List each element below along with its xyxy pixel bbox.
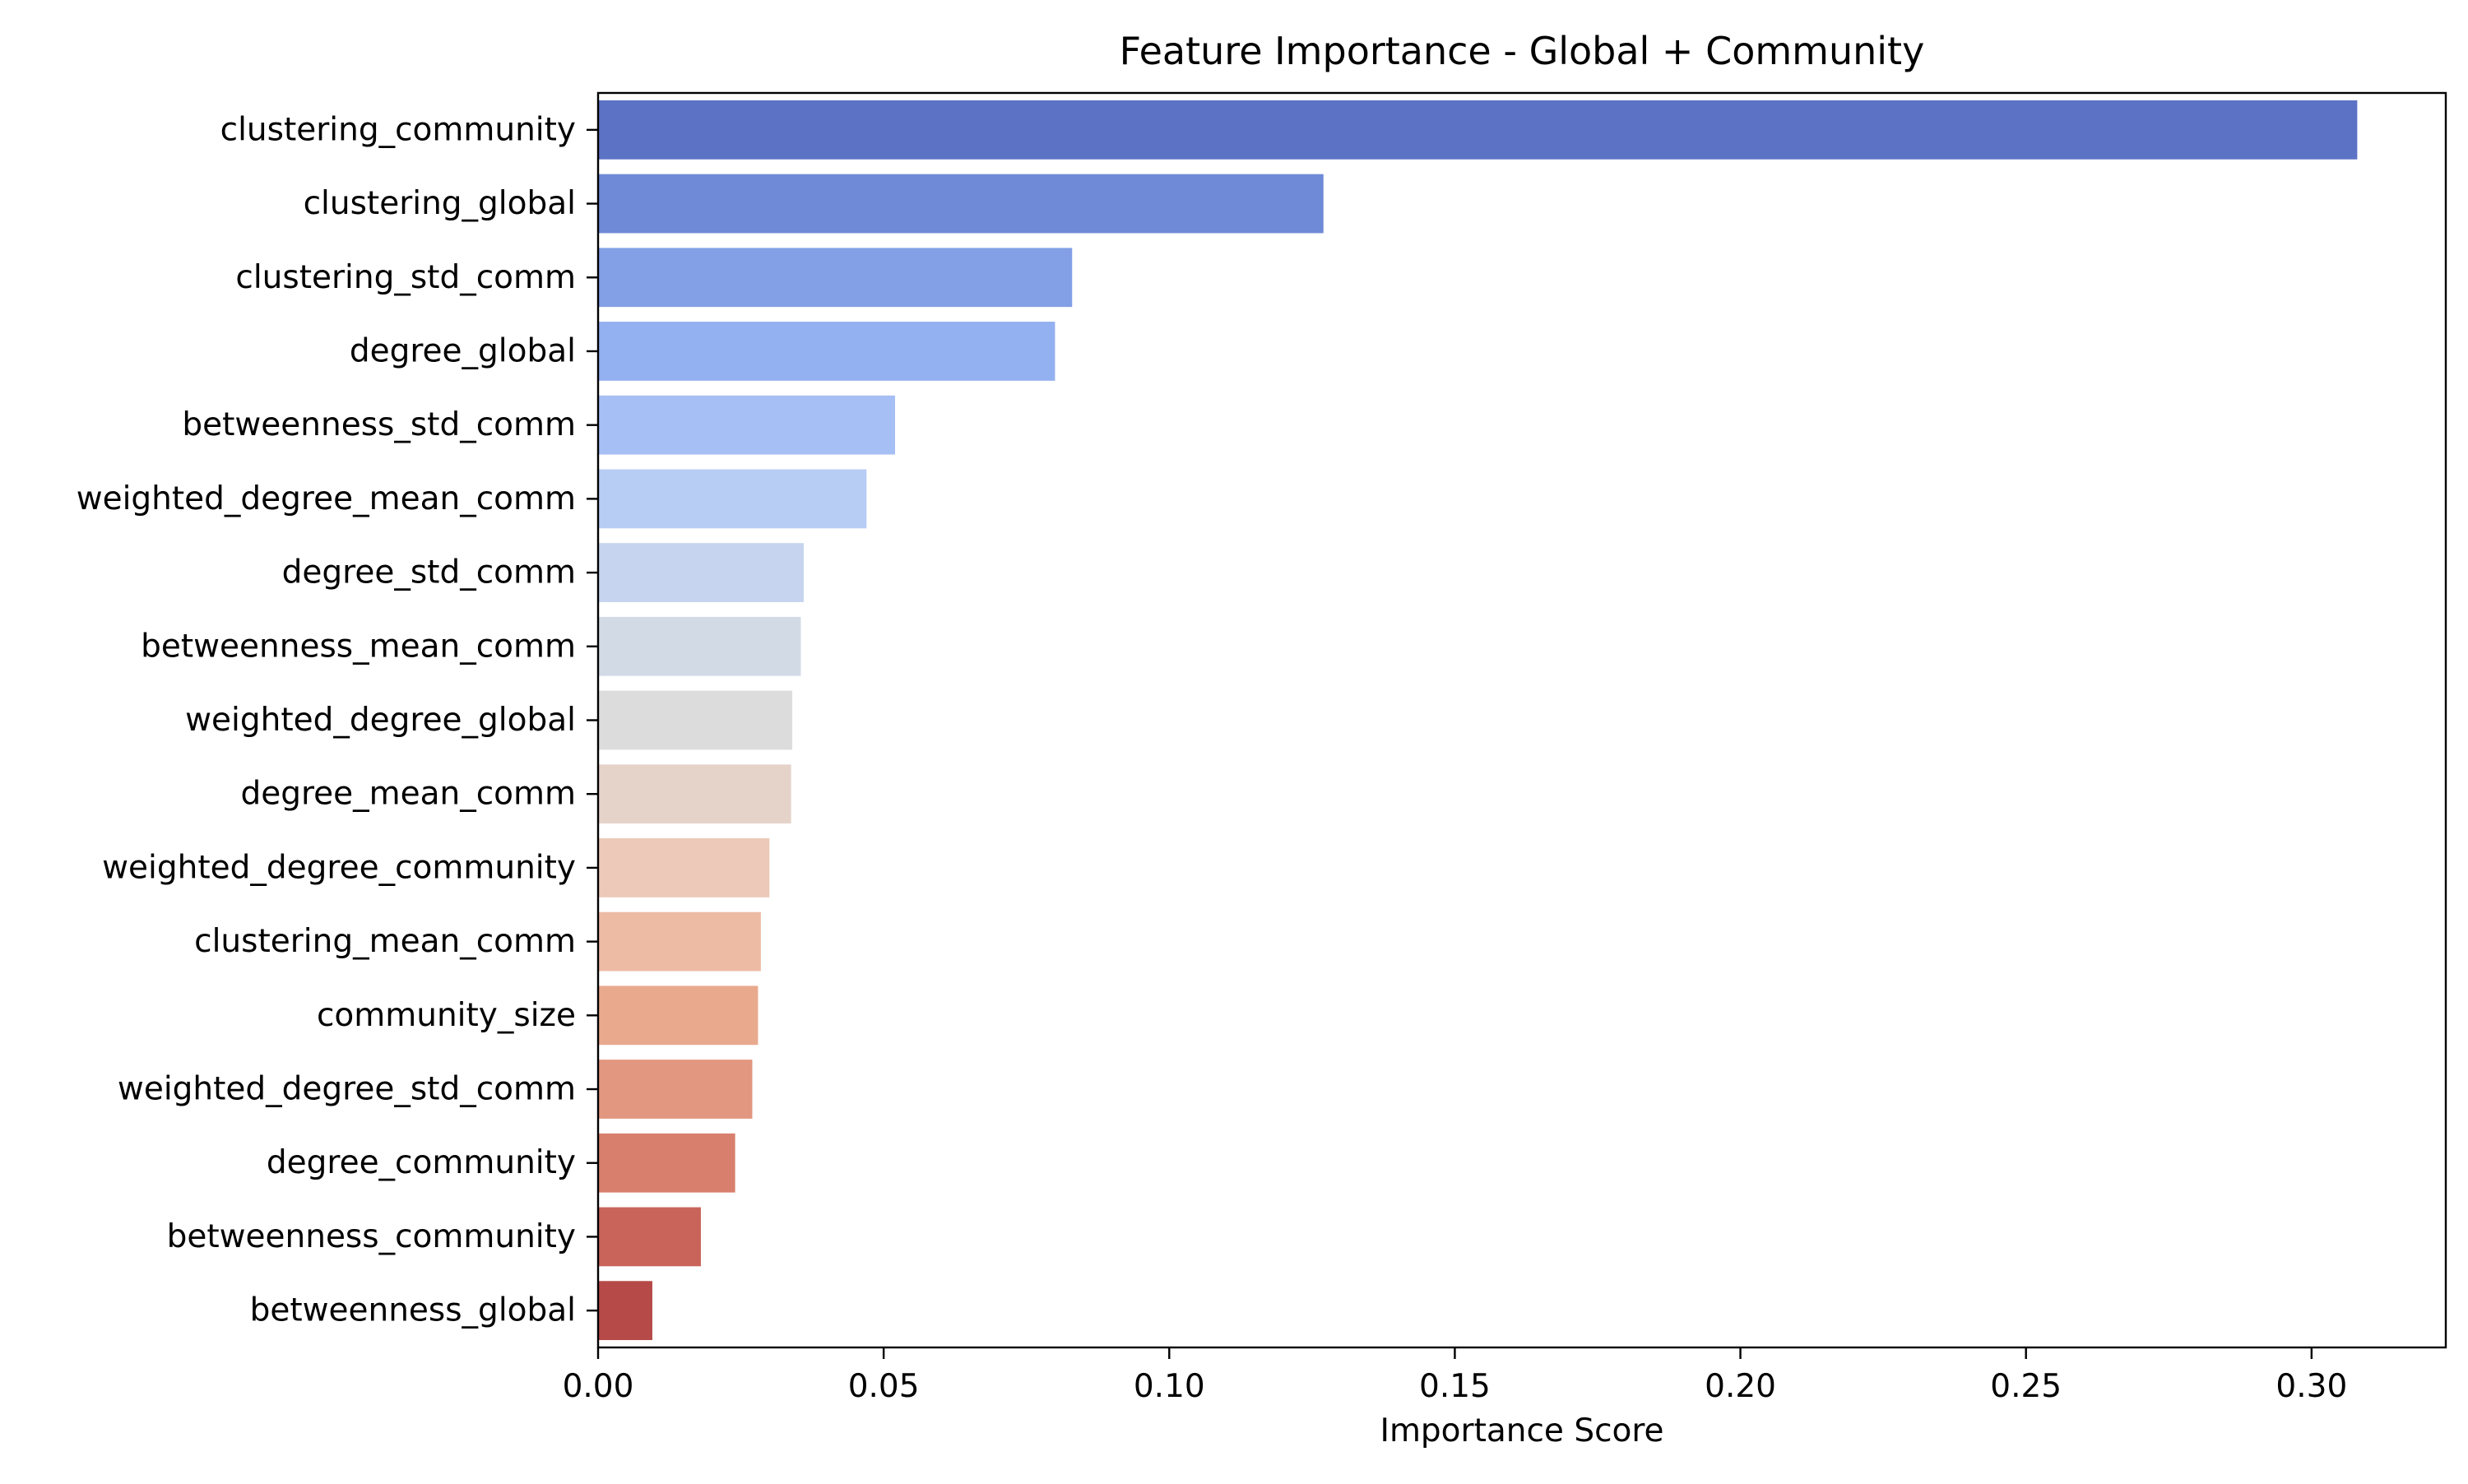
y-tick-label: clustering_community (220, 111, 576, 148)
x-axis-label: Importance Score (1380, 1412, 1663, 1449)
x-tick-label: 0.15 (1419, 1368, 1491, 1405)
y-tick-label: clustering_mean_comm (194, 923, 576, 960)
bar-clustering_global (598, 174, 1324, 234)
y-tick-label: betweenness_global (250, 1292, 576, 1329)
y-tick-label: clustering_std_comm (235, 259, 576, 296)
y-tick-label: degree_global (350, 332, 576, 369)
bar-clustering_std_comm (598, 248, 1073, 308)
bar-betweenness_mean_comm (598, 616, 801, 676)
bar-degree_mean_comm (598, 764, 791, 824)
y-tick-label: betweenness_std_comm (182, 406, 576, 443)
bar-weighted_degree_community (598, 838, 770, 897)
bar-degree_global (598, 322, 1055, 381)
bar-betweenness_global (598, 1281, 652, 1341)
y-tick-label: betweenness_community (167, 1218, 576, 1255)
bar-degree_community (598, 1133, 735, 1193)
bar-weighted_degree_global (598, 690, 793, 750)
bars-layer (598, 100, 2358, 1341)
y-tick-label: degree_community (267, 1144, 576, 1181)
x-tick-label: 0.00 (563, 1368, 634, 1405)
bar-clustering_mean_comm (598, 911, 761, 972)
y-tick-label: weighted_degree_global (185, 702, 576, 739)
y-tick-label: degree_mean_comm (240, 776, 576, 813)
bar-degree_std_comm (598, 543, 804, 602)
bar-weighted_degree_std_comm (598, 1060, 753, 1119)
x-tick-label: 0.20 (1705, 1368, 1776, 1405)
y-tick-label: betweenness_mean_comm (141, 628, 576, 665)
y-tick-label: clustering_global (304, 185, 576, 222)
bar-betweenness_community (598, 1207, 701, 1267)
plot-frame (596, 91, 2447, 1349)
bar-clustering_community (598, 100, 2358, 160)
y-tick-label: weighted_degree_mean_comm (77, 480, 576, 517)
x-tick-label: 0.05 (848, 1368, 920, 1405)
x-tick-label: 0.10 (1134, 1368, 1205, 1405)
y-tick-label: weighted_degree_community (102, 849, 576, 886)
y-tick-label: weighted_degree_std_comm (118, 1071, 576, 1108)
x-tick-label: 0.25 (1990, 1368, 2062, 1405)
y-tick-label: community_size (317, 997, 576, 1034)
bar-weighted_degree_mean_comm (598, 469, 867, 529)
x-axis: 0.00 0.05 0.10 0.15 0.20 0.25 0.30 (563, 1347, 2347, 1405)
chart-title: Feature Importance - Global + Community (1120, 29, 1925, 73)
y-axis: clustering_community clustering_globalclu… (77, 111, 598, 1329)
bar-betweenness_std_comm (598, 395, 896, 455)
bar-community_size (598, 985, 758, 1046)
x-tick-label: 0.30 (2275, 1368, 2347, 1405)
y-tick-label: degree_std_comm (282, 554, 576, 591)
